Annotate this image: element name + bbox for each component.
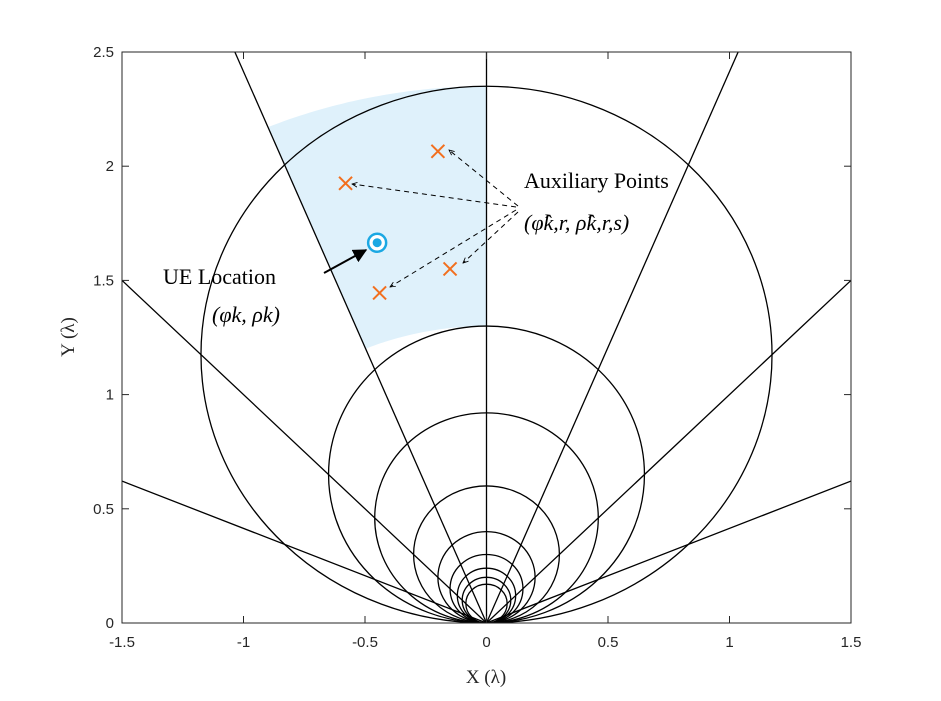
y-axis-ticks: 0 0.5 1 1.5 2 2.5	[93, 44, 851, 632]
auxiliary-point-marker	[338, 176, 353, 191]
range-circle	[200, 85, 773, 623]
ue-location-math: (φk, ρk)	[212, 302, 280, 327]
range-circle	[327, 325, 646, 623]
x-tick-label: 1	[725, 634, 733, 651]
ue-location-marker	[366, 232, 388, 253]
y-tick-label: 1.5	[93, 272, 114, 289]
ue-arrow	[323, 249, 368, 274]
x-tick-label: -1	[237, 634, 250, 651]
angle-rays	[122, 52, 851, 623]
ray-line	[486, 279, 851, 623]
auxiliary-point-marker	[442, 261, 458, 277]
ray-line	[234, 52, 488, 623]
y-tick-label: 2	[106, 158, 114, 175]
aux-arrow-1	[449, 150, 519, 207]
auxiliary-points-math: (φ̂k,r, ρ̂k,r,s)	[524, 210, 629, 235]
y-axis-label: Y (λ)	[58, 317, 79, 357]
annotation-arrows	[323, 150, 519, 287]
ray-line	[486, 480, 851, 623]
x-axis-label: X (λ)	[466, 667, 506, 688]
auxiliary-points-title: Auxiliary Points	[524, 168, 669, 193]
range-circle	[437, 531, 536, 623]
highlight-region	[268, 86, 487, 349]
aux-arrow-4	[390, 209, 517, 287]
auxiliary-points	[338, 144, 458, 301]
aux-arrow-3	[463, 211, 519, 263]
x-tick-label: 1.5	[841, 634, 862, 651]
x-axis-ticks: -1.5 -1 -0.5 0 0.5 1 1.5	[109, 52, 861, 651]
auxiliary-point-stroke	[338, 176, 353, 191]
y-tick-label: 0	[106, 615, 114, 632]
auxiliary-point-stroke	[372, 285, 387, 301]
x-tick-label: 0	[482, 634, 490, 651]
y-tick-label: 1	[106, 387, 114, 404]
x-tick-label: 0.5	[598, 634, 619, 651]
ray-line	[485, 52, 739, 623]
x-tick-label: -1.5	[109, 634, 135, 651]
ray-line	[122, 480, 487, 623]
ue-location-dot	[372, 238, 382, 248]
auxiliary-point-marker	[372, 285, 387, 301]
aux-arrow-2	[352, 184, 517, 208]
auxiliary-point-marker	[430, 144, 446, 159]
ray-line	[122, 279, 487, 623]
y-tick-label: 2.5	[93, 44, 114, 61]
auxiliary-point-stroke	[442, 261, 458, 277]
x-tick-label: -0.5	[352, 634, 378, 651]
auxiliary-point-stroke	[430, 144, 446, 159]
y-tick-label: 0.5	[93, 501, 114, 518]
ue-location-title: UE Location	[163, 264, 276, 289]
